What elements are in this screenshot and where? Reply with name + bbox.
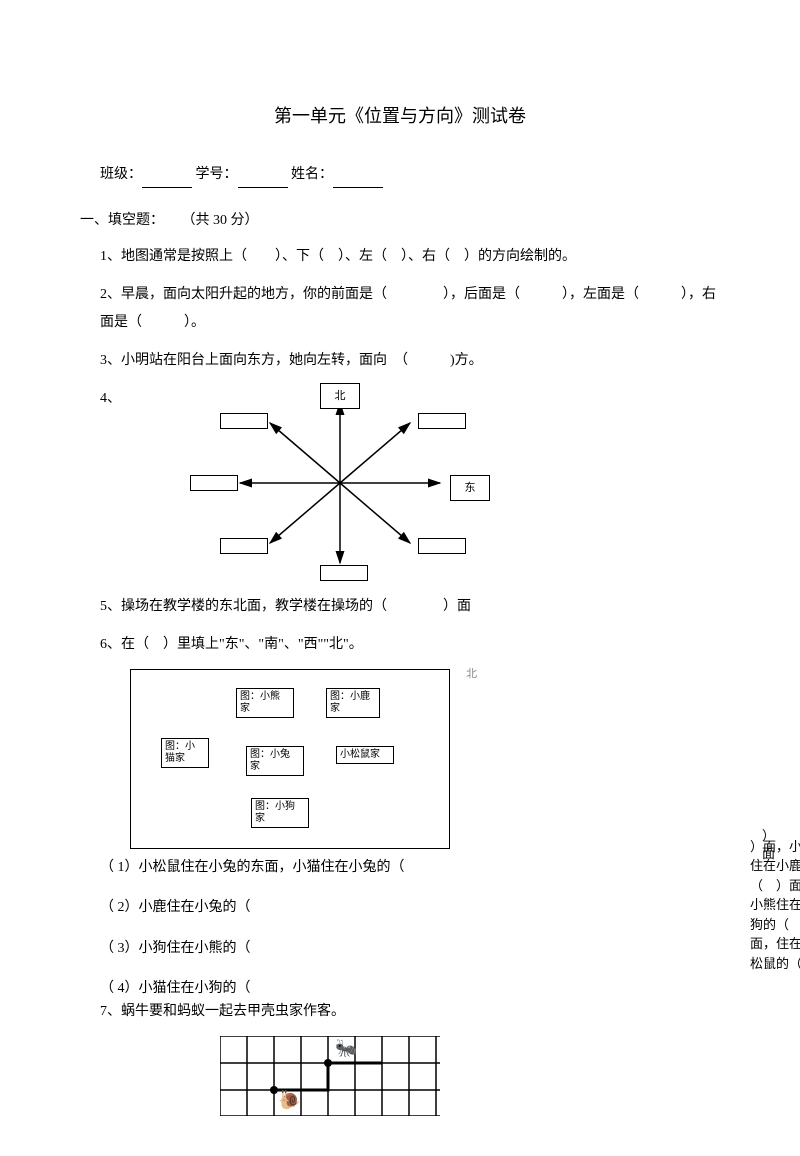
name-blank[interactable] bbox=[333, 172, 383, 188]
class-label: 班级： bbox=[100, 167, 142, 182]
question-7-text: 7、蜗牛要和蚂蚁一起去甲壳虫家作客。 bbox=[100, 1004, 345, 1019]
compass-diagram: 北 东 bbox=[160, 383, 520, 583]
id-blank[interactable] bbox=[238, 172, 288, 188]
compass-sw-box[interactable] bbox=[220, 538, 268, 554]
house-squirrel: 小松鼠家 bbox=[336, 746, 394, 764]
compass-south-box[interactable] bbox=[320, 565, 368, 581]
svg-text:🐌: 🐌 bbox=[278, 1090, 300, 1110]
compass-east-box: 东 bbox=[450, 475, 490, 501]
sub-question-1: （ 1）小松鼠住在小兔的东面，小猫住在小兔的（ bbox=[100, 857, 720, 879]
question-4-label: 4、 bbox=[100, 385, 121, 413]
question-3: 3、小明站在阳台上面向东方，她向左转，面向 （ )方。 bbox=[100, 347, 720, 375]
question-4: 4、 北 东 bbox=[100, 385, 720, 583]
house-rabbit: 图：小兔家 bbox=[246, 746, 304, 776]
north-marker: 北 bbox=[466, 665, 477, 685]
sub-question-4: （ 4）小猫住在小狗的（ bbox=[100, 978, 720, 1000]
house-cat: 图：小猫家 bbox=[161, 738, 209, 768]
question-5: 5、操场在教学楼的东北面，教学楼在操场的（ ）面 bbox=[100, 593, 720, 621]
compass-se-box[interactable] bbox=[418, 538, 466, 554]
name-label: 姓名： bbox=[291, 167, 333, 182]
section-1-points: （共 30 分） bbox=[182, 213, 259, 228]
question-1: 1、地图通常是按照上（ ）、下（ ）、左（ ）、右（ ）的方向绘制的。 bbox=[100, 243, 720, 271]
class-blank[interactable] bbox=[142, 172, 192, 188]
snail-icon: 🐌 bbox=[278, 1090, 300, 1110]
compass-north-box: 北 bbox=[320, 383, 360, 409]
id-label: 学号： bbox=[196, 167, 238, 182]
sub-questions: ）面 （ 1）小松鼠住在小兔的东面，小猫住在小兔的（ （ 2）小鹿住在小兔的（ … bbox=[100, 857, 720, 1001]
sub-question-2: （ 2）小鹿住在小兔的（ bbox=[100, 897, 720, 919]
compass-west-box[interactable] bbox=[190, 475, 238, 491]
page-title: 第一单元《位置与方向》测试卷 bbox=[80, 100, 720, 132]
compass-ne-box[interactable] bbox=[418, 413, 466, 429]
grid-node-2 bbox=[270, 1086, 278, 1094]
grid-puzzle: 🐜 🐌 bbox=[220, 1036, 440, 1116]
house-deer: 图：小鹿家 bbox=[326, 688, 380, 718]
section-1-header: 一、填空题： （共 30 分） bbox=[80, 208, 720, 233]
ant-icon: 🐜 bbox=[335, 1038, 357, 1058]
question-2: 2、早晨，面向太阳升起的地方，你的前面是（ ），后面是（ ），左面是（ ），右面… bbox=[100, 281, 720, 337]
grid-svg: 🐜 🐌 bbox=[220, 1036, 440, 1116]
house-bear: 图：小熊家 bbox=[236, 688, 294, 718]
right-column-text: ）面，小兔住在小鹿的（ ）面，小熊住在小狗的（ ）面，住在小松鼠的（ bbox=[750, 837, 800, 974]
compass-nw-box[interactable] bbox=[220, 413, 268, 429]
svg-text:🐜: 🐜 bbox=[335, 1038, 357, 1058]
sub-question-3: （ 3）小狗住在小熊的（ bbox=[100, 938, 720, 960]
question-6: 6、在（ ）里填上"东"、"南"、"西""北"。 bbox=[100, 631, 720, 659]
question-7: 7、蜗牛要和蚂蚁一起去甲壳虫家作客。 bbox=[100, 998, 720, 1026]
houses-map: 北 图：小熊家 图：小鹿家 图：小猫家 图：小兔家 小松鼠家 图：小狗家 bbox=[130, 669, 450, 849]
house-dog: 图：小狗家 bbox=[251, 798, 309, 828]
student-info: 班级： 学号： 姓名： bbox=[100, 162, 720, 187]
section-1-title: 一、填空题： bbox=[80, 213, 164, 228]
grid-node-1 bbox=[324, 1059, 332, 1067]
